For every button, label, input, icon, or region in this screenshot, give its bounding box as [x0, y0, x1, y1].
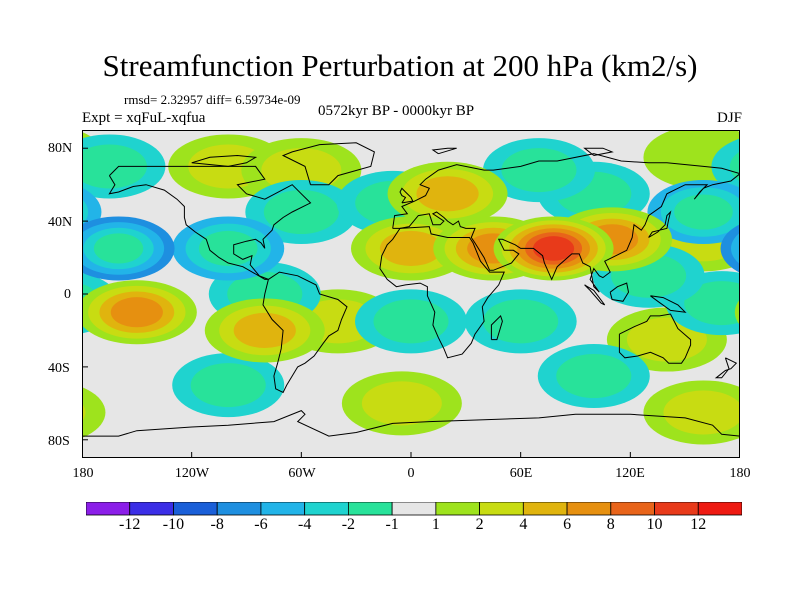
coastline: [281, 142, 375, 186]
coastline: [431, 147, 457, 155]
coastline: [379, 226, 505, 359]
x-tick-label: 0: [407, 466, 415, 481]
contour-region: [720, 224, 740, 273]
colorbar: [86, 502, 742, 516]
coastline: [262, 271, 348, 394]
colorbar-swatch: [173, 502, 218, 516]
x-tick-label: 180: [729, 466, 751, 481]
contour-region: [483, 299, 559, 344]
colorbar-swatch: [391, 502, 437, 516]
contour-region: [82, 387, 106, 438]
contour-field: [82, 130, 740, 445]
x-tick-label: 60E: [509, 466, 533, 481]
x-tick-label: 120E: [615, 466, 645, 481]
colorbar-swatch: [86, 502, 131, 516]
coastline: [584, 284, 606, 306]
colorbar-label: -10: [162, 516, 185, 533]
experiment-label: Expt = xqFuL-xqfua: [82, 110, 206, 126]
colorbar-label: -4: [297, 516, 312, 533]
colorbar-label: -6: [254, 516, 268, 533]
contour-region: [190, 363, 266, 408]
colorbar-label: 12: [690, 516, 707, 533]
contour-region: [729, 151, 740, 182]
stats-label: rmsd= 2.32957 diff= 6.59734e-09: [124, 92, 301, 107]
colorbar-label: 8: [606, 516, 615, 533]
colorbar-label: 4: [519, 516, 528, 533]
contour-region: [261, 148, 342, 193]
contour-region: [93, 233, 144, 264]
y-tick-label: 80N: [48, 141, 73, 156]
colorbar-swatch: [654, 502, 699, 516]
coastline: [392, 153, 740, 293]
colorbar-swatch: [304, 502, 349, 516]
coastlines: [82, 142, 740, 437]
period-label: 0572kyr BP - 0000kyr BP: [318, 103, 475, 119]
season-label: DJF: [716, 110, 742, 126]
contour-region: [626, 317, 707, 362]
plot-title: Streamfunction Perturbation at 200 hPa (…: [102, 48, 698, 83]
coastline: [490, 314, 503, 341]
colorbar-label: 6: [563, 516, 572, 533]
coastline: [82, 410, 740, 437]
contour-region: [110, 297, 163, 328]
contour-region: [361, 381, 442, 426]
colorbar-label: -8: [210, 516, 224, 533]
contour-region: [684, 281, 740, 326]
contour-region: [663, 390, 740, 435]
y-tick-label: 40N: [48, 215, 73, 230]
contour-region: [263, 190, 339, 234]
y-tick-label: 40S: [48, 361, 70, 376]
contour-region: [532, 236, 575, 261]
contour-region: [416, 176, 479, 212]
contour-region: [373, 299, 449, 344]
x-tick-label: 60W: [288, 466, 316, 481]
contour-region: [198, 230, 258, 266]
coastline: [108, 165, 312, 280]
coastline: [583, 147, 614, 156]
contour-region: [501, 148, 577, 193]
colorbar-swatch: [435, 502, 481, 516]
coastline: [648, 210, 672, 238]
coastline: [191, 154, 258, 167]
colorbar-swatch: [216, 502, 262, 516]
colorbar-swatch: [610, 502, 655, 516]
colorbar-label: 10: [646, 516, 663, 533]
x-tick-label: 120W: [174, 466, 210, 481]
contour-region: [233, 312, 296, 348]
colorbar-swatch: [129, 502, 174, 516]
colorbar-swatch: [697, 502, 742, 516]
colorbar-swatch: [479, 502, 524, 516]
coastline: [399, 187, 414, 204]
contour-region: [82, 199, 89, 225]
colorbar-labels: -12 -10 -8 -6 -4 -2 -1 1 2 4 6 8 10 12: [0, 516, 800, 538]
x-tick-label: 180: [72, 466, 94, 481]
contour-region: [556, 354, 632, 398]
coastline: [714, 357, 738, 379]
map-plot: [81, 130, 741, 458]
contour-region: [379, 230, 443, 266]
map-panel: [81, 130, 741, 458]
contour-region: [734, 299, 740, 326]
y-tick-label: 0: [64, 287, 71, 302]
colorbar-swatch: [347, 502, 393, 516]
colorbar-label: -12: [119, 516, 141, 533]
coastline: [609, 282, 630, 302]
contour-region: [731, 232, 740, 265]
colorbar-label: 1: [431, 516, 440, 533]
contour-region: [82, 144, 147, 189]
contour-region: [711, 138, 740, 195]
colorbar-label: -2: [341, 516, 356, 533]
y-tick-label: 80S: [48, 434, 70, 449]
colorbar-swatch: [522, 502, 568, 516]
colorbar-swatch: [260, 502, 306, 516]
colorbar-swatch: [566, 502, 612, 516]
contour-region: [674, 194, 733, 230]
colorbar-label: -1: [385, 516, 399, 533]
coastline: [618, 313, 692, 364]
colorbar-label: 2: [475, 516, 484, 533]
coastline: [650, 295, 687, 313]
